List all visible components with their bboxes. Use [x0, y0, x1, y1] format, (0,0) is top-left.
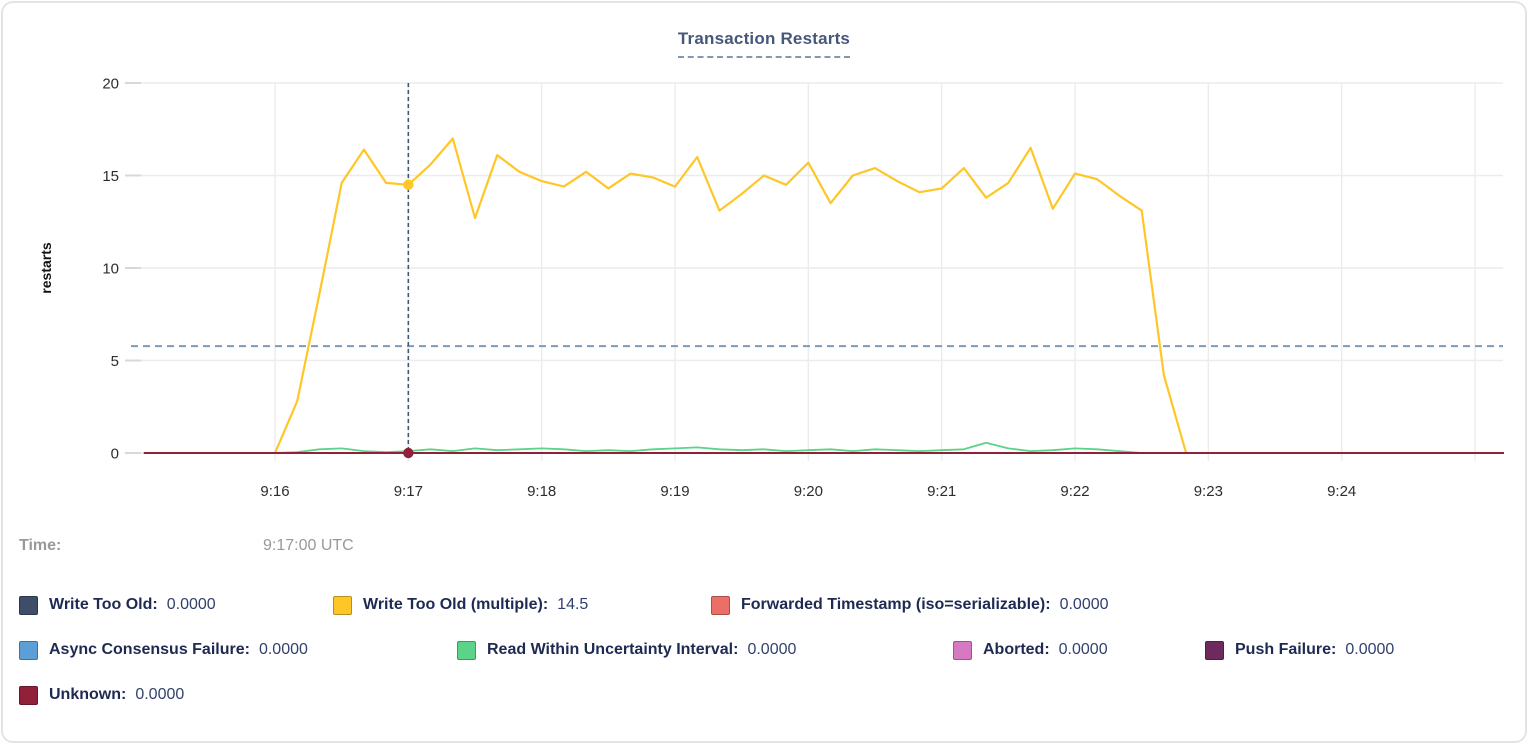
- chart-header: Transaction Restarts: [3, 29, 1525, 58]
- legend-swatch: [19, 685, 38, 705]
- legend-label: Push Failure:: [1235, 641, 1337, 658]
- legend-item-write-too-old[interactable]: Write Too Old: 0.0000: [19, 593, 216, 617]
- legend-item-async-consensus-failure[interactable]: Async Consensus Failure: 0.0000: [19, 638, 308, 662]
- y-tick-label: 0: [111, 446, 119, 463]
- legend-value: 14.5: [557, 596, 589, 613]
- legend-value: 0.0000: [1058, 641, 1108, 658]
- x-tick-label: 9:24: [1327, 483, 1356, 500]
- legend-item-forwarded-timestamp-iso-serializable[interactable]: Forwarded Timestamp (iso=serializable): 0…: [711, 593, 1109, 617]
- legend-swatch: [19, 595, 38, 615]
- y-tick-label: 20: [102, 76, 119, 93]
- legend-value: 0.0000: [1345, 641, 1395, 658]
- crosshair-dot: [403, 447, 414, 459]
- hover-time-row: Time: 9:17:00 UTC: [3, 537, 1525, 561]
- legend-swatch: [1205, 640, 1224, 660]
- legend-item-write-too-old-multiple[interactable]: Write Too Old (multiple): 14.5: [333, 593, 588, 617]
- x-tick-label: 9:19: [660, 483, 689, 500]
- legend-item-unknown[interactable]: Unknown: 0.0000: [19, 683, 184, 707]
- y-tick-label: 15: [102, 168, 119, 185]
- legend-label: Unknown:: [49, 686, 127, 703]
- legend-label: Aborted:: [983, 641, 1050, 658]
- x-tick-label: 9:16: [260, 483, 289, 500]
- transaction-restarts-chart[interactable]: 0 5 10 15 20 9:16 9:17 9:18 9:19 9:20 9:21 9:22 9:23…: [3, 63, 1527, 523]
- legend-swatch: [953, 640, 972, 660]
- time-value: 9:17:00 UTC: [263, 537, 354, 554]
- series-line-read-within-uncertainty-interval: [274, 441, 1164, 454]
- time-label: Time:: [19, 537, 62, 554]
- legend-label: Read Within Uncertainty Interval:: [487, 641, 739, 658]
- legend-value: 0.0000: [135, 686, 185, 703]
- legend-value: 0.0000: [166, 596, 216, 613]
- legend-item-push-failure[interactable]: Push Failure: 0.0000: [1205, 638, 1394, 662]
- y-axis-title: restarts: [38, 242, 54, 294]
- x-tick-label: 9:17: [394, 483, 423, 500]
- x-tick-label: 9:22: [1060, 483, 1089, 500]
- legend-swatch: [19, 640, 38, 660]
- legend-item-read-within-uncertainty-interval[interactable]: Read Within Uncertainty Interval: 0.0000: [457, 638, 796, 662]
- legend-label: Forwarded Timestamp (iso=serializable):: [741, 596, 1051, 613]
- legend-label: Async Consensus Failure:: [49, 641, 250, 658]
- legend-value: 0.0000: [1059, 596, 1109, 613]
- legend-row: Write Too Old: 0.0000 Write Too Old (multi…: [3, 593, 1525, 617]
- legend-item-aborted[interactable]: Aborted: 0.0000: [953, 638, 1108, 662]
- y-tick-label: 5: [111, 353, 119, 370]
- legend-swatch: [457, 640, 476, 660]
- legend-value: 0.0000: [747, 641, 797, 658]
- crosshair-dot: [403, 179, 414, 190]
- legend-label: Write Too Old:: [49, 596, 158, 613]
- y-tick-label: 10: [102, 261, 119, 278]
- legend-row: Async Consensus Failure: 0.0000 Read Withi…: [3, 638, 1525, 662]
- legend-value: 0.0000: [258, 641, 308, 658]
- legend-swatch: [333, 595, 352, 615]
- x-tick-label: 9:23: [1194, 483, 1223, 500]
- series-line-write-too-old-multiple-: [273, 137, 1188, 454]
- x-tick-label: 9:21: [927, 483, 956, 500]
- x-tick-label: 9:20: [794, 483, 823, 500]
- legend-label: Write Too Old (multiple):: [363, 596, 549, 613]
- chart-title[interactable]: Transaction Restarts: [677, 29, 851, 58]
- legend-row: Unknown: 0.0000: [3, 683, 1525, 707]
- x-tick-label: 9:18: [527, 483, 556, 500]
- legend-swatch: [711, 595, 730, 615]
